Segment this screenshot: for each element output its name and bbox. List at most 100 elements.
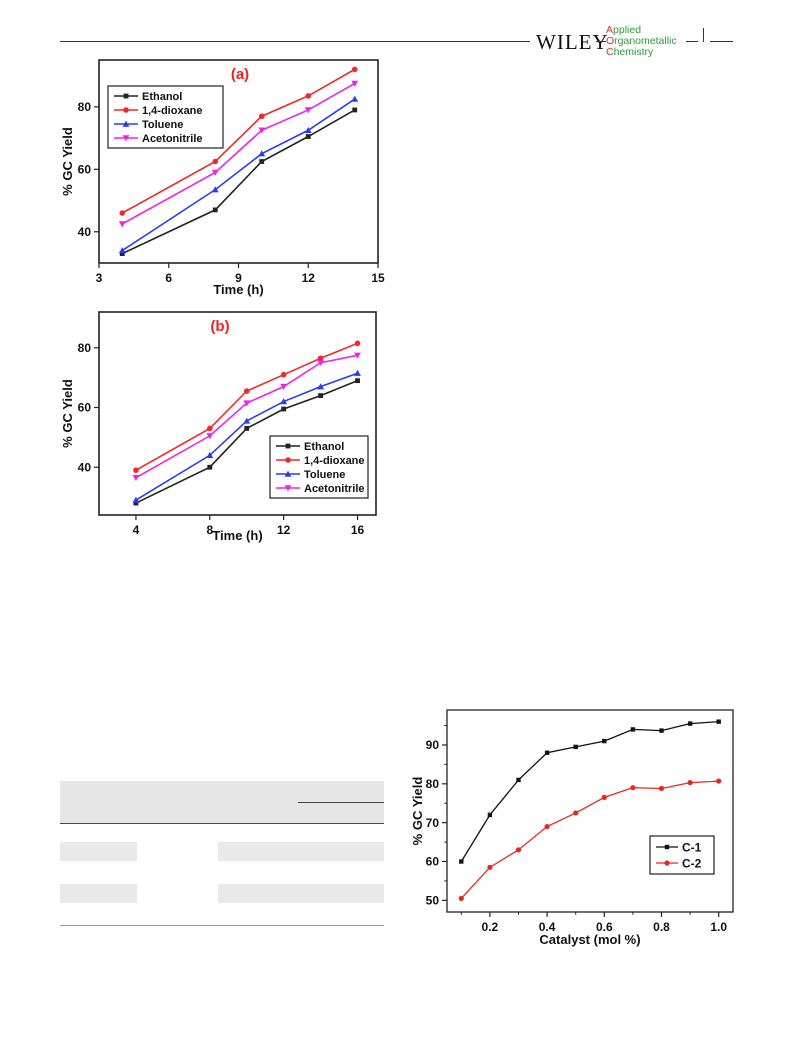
series-line-toluene — [121, 98, 356, 252]
x-tick-label: 15 — [371, 271, 385, 285]
data-point — [687, 780, 693, 786]
data-point — [259, 159, 265, 164]
data-point — [132, 474, 140, 482]
legend-label: Toluene — [142, 119, 183, 131]
x-tick-label: 0.6 — [596, 920, 613, 934]
data-point — [544, 750, 550, 755]
table-row-shade — [218, 884, 384, 903]
legend-box — [269, 435, 369, 499]
data-point — [280, 371, 287, 378]
legend-label: 1,4-dioxane — [304, 455, 365, 467]
x-tick-label: 12 — [277, 523, 291, 537]
data-point — [716, 778, 722, 784]
data-point — [305, 93, 312, 99]
legend-label: Ethanol — [304, 441, 344, 453]
table-header-rule — [60, 823, 384, 824]
plot-frame — [98, 311, 377, 516]
data-point — [243, 400, 251, 407]
y-tick-label: 80 — [426, 777, 440, 791]
data-point — [516, 777, 521, 783]
y-tick-label: 50 — [426, 894, 440, 908]
y-tick-label: 90 — [426, 738, 440, 752]
x-tick-label: 16 — [351, 523, 365, 537]
data-point — [351, 80, 359, 87]
x-axis-label: Time (h) — [212, 528, 262, 543]
header-tick — [703, 28, 704, 42]
series-line-toluene — [135, 372, 358, 501]
plot-frame — [446, 709, 734, 913]
data-point — [243, 417, 251, 424]
legend-swatch-marker — [123, 93, 129, 99]
data-point — [258, 127, 266, 134]
journal-logo-line-3: Chemistry — [606, 46, 654, 58]
data-point — [207, 464, 213, 470]
legend-box — [649, 835, 715, 875]
y-tick-label: 60 — [426, 855, 440, 869]
data-point — [630, 727, 636, 732]
y-axis-label: % GC Yield — [60, 127, 75, 196]
data-point — [318, 393, 323, 398]
x-tick-label: 12 — [302, 271, 316, 285]
data-point — [354, 369, 361, 376]
data-point — [212, 158, 219, 165]
data-point — [305, 134, 311, 139]
data-point — [304, 126, 312, 133]
series-line-ethanol — [135, 379, 358, 504]
data-point — [244, 426, 250, 431]
data-point — [207, 425, 213, 432]
data-point — [354, 352, 361, 359]
data-point — [243, 388, 250, 394]
data-point — [658, 785, 665, 792]
series-line-acetonitrile — [135, 354, 358, 479]
series-line-c-1 — [460, 721, 719, 862]
x-tick-label: 4 — [133, 523, 140, 537]
data-point — [317, 360, 324, 367]
x-tick-label: 6 — [165, 271, 172, 285]
x-tick-label: 9 — [235, 271, 242, 285]
chart-title: (a) — [231, 66, 249, 83]
legend-label: Ethanol — [142, 91, 182, 103]
legend-swatch-marker — [285, 443, 291, 449]
header-rule — [60, 41, 530, 42]
logo-connector-left — [596, 41, 606, 42]
data-point — [351, 95, 359, 102]
y-tick-label: 60 — [78, 401, 92, 415]
y-tick-label: 60 — [78, 163, 92, 177]
data-point — [355, 378, 360, 384]
data-point — [118, 221, 126, 228]
legend-label: C-1 — [682, 840, 702, 854]
table-bottom-rule — [60, 925, 384, 926]
data-point — [573, 810, 579, 816]
data-point — [206, 433, 214, 440]
data-point — [119, 210, 126, 216]
x-tick-label: 8 — [206, 523, 213, 537]
y-tick-label: 70 — [426, 816, 440, 830]
series-line-1-4-dioxane — [135, 342, 358, 471]
series-line-acetonitrile — [121, 82, 356, 225]
legend-swatch-marker — [284, 485, 292, 492]
data-point — [515, 847, 522, 853]
data-point — [132, 496, 140, 503]
y-tick-label: 40 — [78, 460, 92, 474]
data-point — [317, 383, 324, 390]
series-line-1-4-dioxane — [121, 68, 356, 214]
data-point — [659, 728, 664, 733]
data-point — [118, 247, 126, 254]
y-tick-label: 40 — [78, 225, 92, 239]
plot-frame — [98, 59, 379, 264]
data-point — [573, 744, 578, 750]
journal-logo-line-2: Organometallic — [606, 35, 677, 47]
legend-label: Acetonitrile — [304, 483, 365, 495]
legend-label: Acetonitrile — [142, 133, 203, 145]
legend-swatch-marker — [664, 860, 670, 866]
data-point — [351, 66, 358, 73]
data-point — [258, 150, 266, 157]
data-point — [280, 383, 288, 391]
data-point — [630, 785, 636, 791]
data-point — [602, 738, 607, 744]
data-point — [459, 859, 464, 864]
x-tick-label: 1.0 — [710, 920, 727, 934]
data-point — [206, 451, 214, 459]
data-point — [317, 355, 324, 362]
x-tick-label: 0.4 — [539, 920, 556, 934]
